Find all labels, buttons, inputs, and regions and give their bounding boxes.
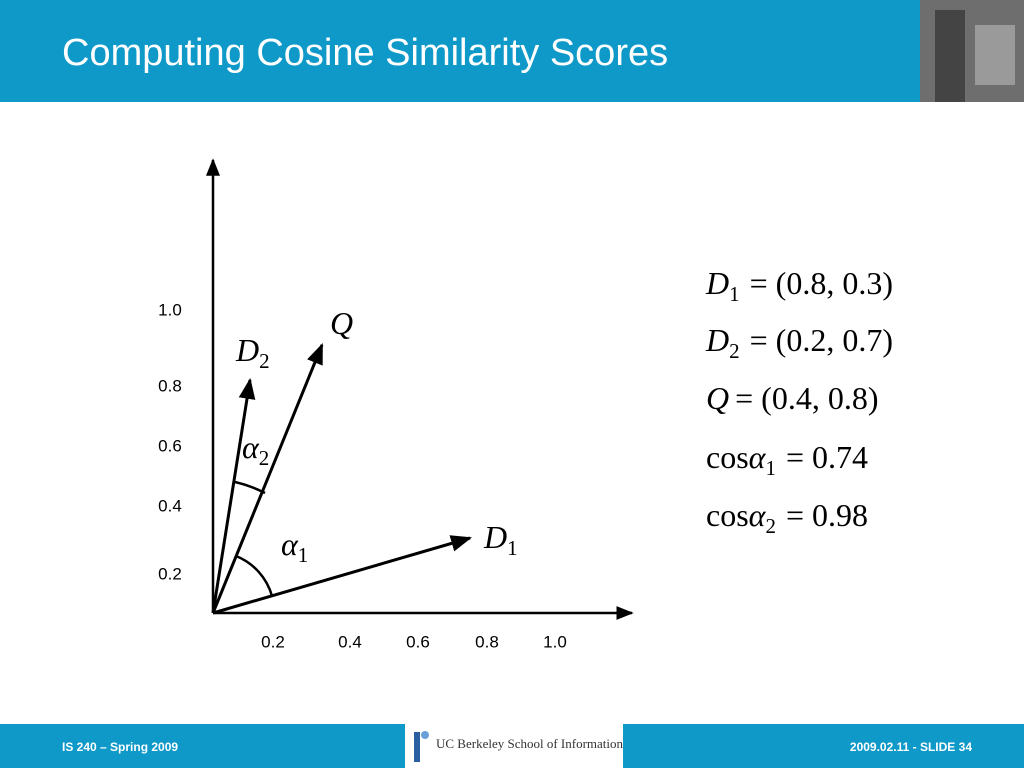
symbol: α [281,526,299,562]
rhs: = (0.4, 0.8) [735,380,878,416]
x-label: 0.8 [475,632,499,651]
subscript: 1 [298,543,309,567]
vector-label: D2 [235,332,270,373]
x-label: 0.4 [338,632,362,651]
photo-detail [975,25,1015,85]
symbol: α [749,439,767,475]
logo-text: UC Berkeley School of Information [436,736,624,751]
subscript: 2 [729,339,740,363]
subscript: 2 [259,349,270,373]
angle-label: α2 [242,429,269,470]
logo-box [405,724,623,768]
y-label: 0.6 [158,436,182,455]
rhs: = 0.74 [786,439,868,475]
logo-mark [421,731,429,739]
rhs: = (0.8, 0.3) [750,265,893,301]
y-label: 0.8 [158,376,182,395]
symbol: Q [706,380,729,416]
x-label: 1.0 [543,632,567,651]
equation: cosα2 = 0.98 [706,497,868,538]
equation: D2 = (0.2, 0.7) [705,322,893,363]
footer-course: IS 240 – Spring 2009 [62,740,178,754]
logo-mark [414,732,420,762]
rhs: = 0.98 [786,497,868,533]
vector-label: Q [330,305,353,341]
x-label: 0.2 [261,632,285,651]
subscript: 1 [765,456,776,480]
symbol: D [235,332,259,368]
subscript: 1 [507,536,518,560]
prefix: cos [706,497,749,533]
vector-d1 [212,535,473,615]
title: Computing Cosine Similarity Scores [62,32,668,74]
subscript: 1 [729,282,740,306]
vector-d2 [211,377,256,614]
symbol: α [749,497,767,533]
angle-label: α1 [281,526,308,567]
y-label: 0.2 [158,564,182,583]
vector-q [211,343,324,614]
symbol: α [242,429,260,465]
x-label: 0.6 [406,632,430,651]
header-band [0,0,1024,102]
equation: D1 = (0.8, 0.3) [705,265,893,306]
y-label: 0.4 [158,496,182,515]
symbol: D [705,265,729,301]
equation: cosα1 = 0.74 [706,439,868,480]
subscript: 2 [259,446,270,470]
angle-arc-1 [235,554,274,597]
subscript: 2 [765,514,776,538]
photo-detail [935,10,965,102]
vector-label: D1 [483,519,518,560]
equation: Q = (0.4, 0.8) [706,380,878,416]
prefix: cos [706,439,749,475]
symbol: D [483,519,507,555]
footer-slide: 2009.02.11 - SLIDE 34 [850,740,972,754]
angle-arc-2 [234,480,266,495]
y-label: 1.0 [158,300,182,319]
rhs: = (0.2, 0.7) [750,322,893,358]
symbol: D [705,322,729,358]
